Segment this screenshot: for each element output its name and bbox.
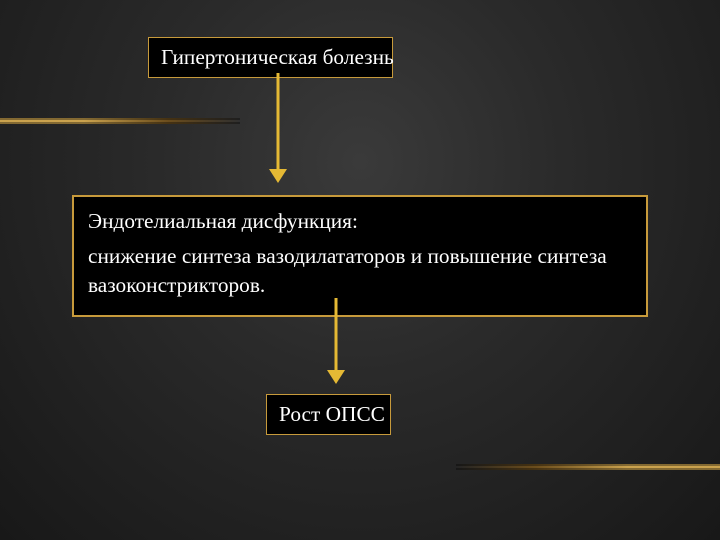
node-bottom: Рост ОПСС	[266, 394, 391, 435]
node-middle: Эндотелиальная дисфункция: снижение синте…	[72, 195, 648, 317]
arrow-top-to-middle	[268, 73, 288, 183]
decoration-bottom-right-bar	[456, 464, 720, 470]
arrow-line	[335, 298, 338, 373]
decoration-top-left-bar	[0, 118, 240, 124]
arrow-line	[277, 73, 280, 172]
node-label: Рост ОПСС	[279, 402, 385, 426]
arrow-head-icon	[269, 169, 287, 183]
node-label: Гипертоническая болезнь	[161, 45, 394, 69]
arrow-middle-to-bottom	[326, 298, 346, 384]
node-text-line: снижение синтеза вазодилататоров и повыш…	[88, 242, 632, 300]
node-top: Гипертоническая болезнь	[148, 37, 393, 78]
arrow-head-icon	[327, 370, 345, 384]
node-text-line: Эндотелиальная дисфункция:	[88, 207, 632, 236]
